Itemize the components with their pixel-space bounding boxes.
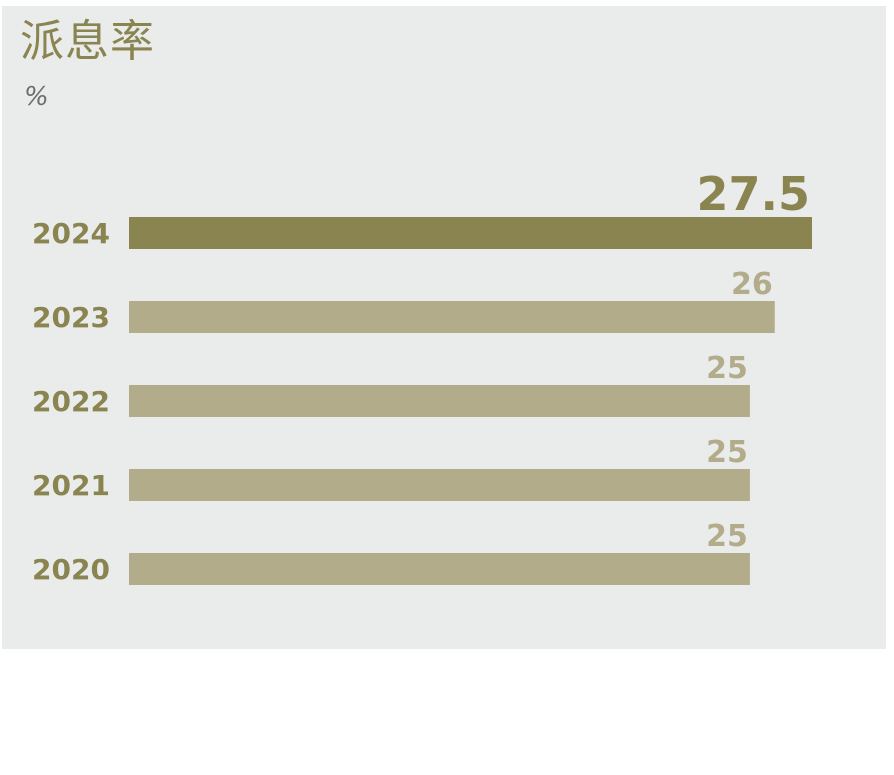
category-label-2022: 2022: [32, 385, 110, 418]
bars-layer: 2024 27.5 2023 26 2022 25 2021 25 2020 25: [32, 167, 812, 586]
category-label-2023: 2023: [32, 301, 110, 334]
value-label-2020: 25: [706, 519, 748, 554]
value-label-2024: 27.5: [697, 167, 811, 221]
bar-2021: [129, 469, 750, 501]
bar-2023: [129, 301, 775, 333]
bar-2022: [129, 385, 750, 417]
bar-2020: [129, 553, 750, 585]
bar-2024: [129, 217, 812, 249]
category-label-2024: 2024: [32, 217, 110, 250]
chart-title: 派息率: [20, 16, 155, 67]
category-label-2020: 2020: [32, 553, 110, 586]
value-label-2021: 25: [706, 435, 748, 470]
category-label-2021: 2021: [32, 469, 110, 502]
chart-unit: %: [24, 82, 49, 112]
value-label-2023: 26: [731, 267, 773, 302]
value-label-2022: 25: [706, 351, 748, 386]
